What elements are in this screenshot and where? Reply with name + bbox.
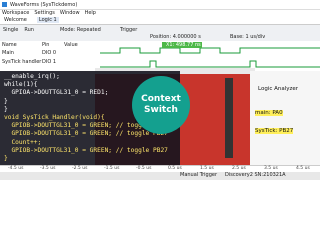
axis-label: -1.5 us [104,166,120,171]
header-pins [225,78,233,158]
code-line: GPIOB->DOUTTGL31_0 = GREEN; // toggle PB… [4,146,168,154]
code-line: } [4,155,8,163]
channel-rows: Main DIO 0 SysTick handlerDIO 1 [2,50,64,68]
waveforms [100,42,320,68]
code-line: __enable_irq(); [4,73,60,80]
time-axis: -4.5 us -3.5 us -2.5 us -1.5 us -0.5 us 0.5 u… [0,165,320,173]
axis-label: 4.5 us [296,166,310,171]
title-bar: WaveForms (SysTickdemo) [0,0,320,10]
right-panel [250,71,320,165]
channel-row: SysTick handlerDIO 1 [2,59,64,68]
toolbar: Single Run Mode: Repeated Trigger Positio… [0,24,320,42]
trigger: Trigger [120,27,138,33]
base: Base: 1 us/div [230,34,266,40]
channel-cell: SysTick handler [2,59,42,65]
channel-cell: DIO 0 [42,50,57,56]
column-header: Value [64,42,78,48]
code-line: while(1){ [4,81,38,89]
channel-header: Name Pin Value [2,42,94,48]
tab-bar: Welcome Logic 1 [2,17,67,23]
axis-label: -2.5 us [72,166,88,171]
axis-label: -4.5 us [8,166,24,171]
board-label: Logic Analyzer [258,86,299,92]
marker-box [162,42,202,48]
channel-cell: DIO 1 [42,59,57,65]
column-header: Pin [42,42,50,48]
code-line: void SysTick_Handler(void){ [4,114,105,122]
code-line: Count++; [4,138,42,146]
channel-cell: Main [2,50,14,56]
code-line: } [4,105,8,113]
tab: Logic 1 [36,17,59,23]
board-label: SysTick: PB27 [255,128,294,134]
menu-bar: Workspace Settings Window Help [2,10,101,16]
menu-item: Workspace [2,10,30,16]
context-bubble: Context Switch [132,76,190,134]
axis-label: -3.5 us [40,166,56,171]
screen: WaveForms (SysTickdemo) Workspace Setting… [0,0,320,180]
channel-area: Name Pin Value Main DIO 0 SysTick handlerDIO… [0,41,320,71]
code-line: } [4,97,8,105]
axis-label: 3.5 us [264,166,278,171]
main-trace [100,47,320,54]
toolbar-buttons: Single Run [3,27,40,33]
menu-item: Window [59,10,80,16]
app-icon [2,2,7,7]
axis-label: 2.5 us [232,166,246,171]
mode: Mode: Repeated [60,27,101,33]
axis-label: 1.5 us [200,166,214,171]
marker-label: X1: 498.77 ns [166,42,201,48]
axis-label: -0.5 us [136,166,152,171]
column-header: Name [2,42,17,48]
status-item: Discovery2 SN:210321A [225,172,286,178]
toolbar-button: Run [24,27,34,33]
toolbar-button: Single [3,27,19,33]
board-label: main: PA0 [255,110,283,116]
menu-item: Settings [34,10,55,16]
tab: Welcome [4,17,27,23]
channel-row: Main DIO 0 [2,50,64,59]
status-bar: Manual Trigger Discovery2 SN:210321A [0,172,320,180]
systick-trace [100,60,320,68]
position: Position: 4.000000 s [150,34,201,40]
code-line: GPIOA->DOUTTGL31_0 = RED1; [4,89,109,97]
window-title: WaveForms (SysTickdemo) [10,1,78,8]
status-item: Manual Trigger [180,172,218,178]
menu-item: Help [84,10,96,16]
axis-label: 0.5 us [168,166,182,171]
